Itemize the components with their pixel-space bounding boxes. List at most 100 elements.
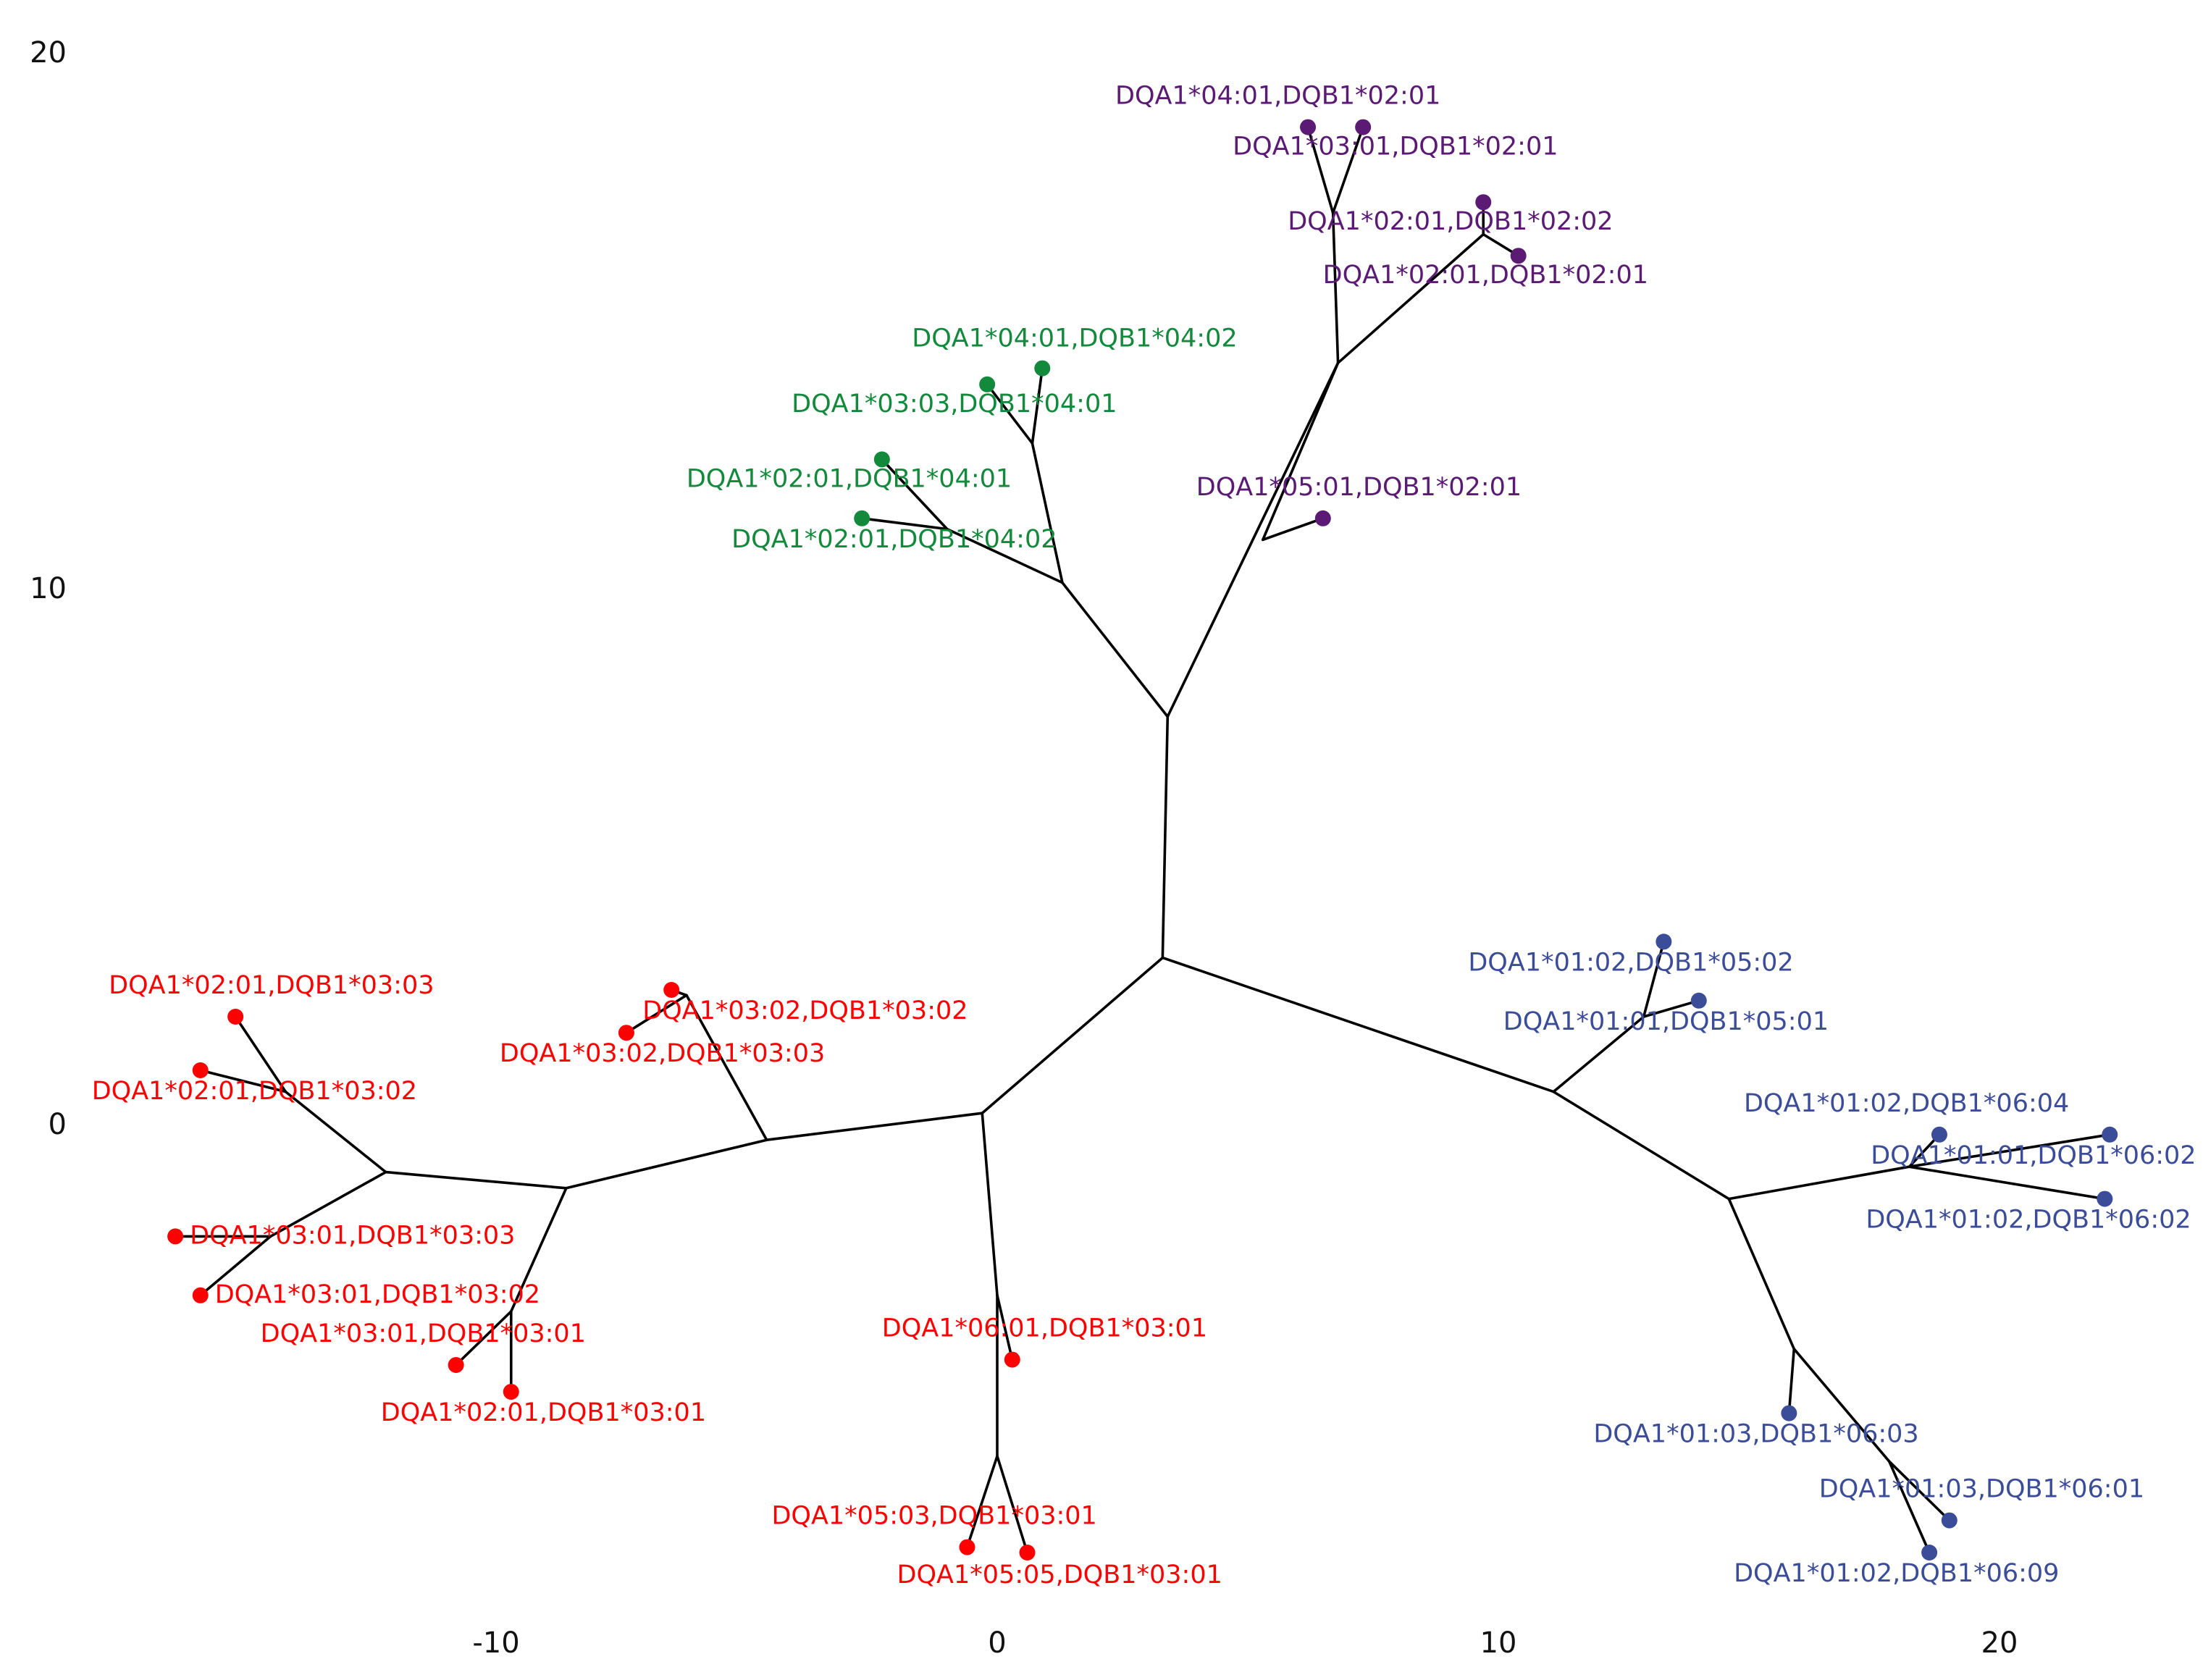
tip-label-L6: DQA1*03:01,DQB1*02:01: [1233, 133, 1558, 161]
branch-n3-L2: [986, 382, 1034, 445]
tip-point-L13: [192, 1062, 209, 1078]
tip-point-L25: [2097, 1190, 2113, 1207]
tip-point-L27: [1941, 1512, 1957, 1529]
tip-point-L21: [1656, 933, 1672, 950]
tip-point-L24: [2102, 1126, 2118, 1143]
tip-point-L23: [1931, 1126, 1947, 1143]
tip-label-L27: DQA1*01:03,DQB1*06:01: [1819, 1475, 2144, 1504]
tip-label-L12: DQA1*02:01,DQB1*03:03: [109, 971, 434, 1000]
tip-points: [167, 119, 2118, 1561]
branch-n5-n6: [1331, 211, 1340, 365]
tip-label-L25: DQA1*01:02,DQB1*06:02: [1866, 1206, 2191, 1235]
tip-point-L22: [1690, 992, 1707, 1009]
tip-label-L1: DQA1*04:01,DQB1*04:02: [912, 324, 1237, 353]
tip-point-L5: [1300, 119, 1317, 135]
tip-label-L11: DQA1*03:02,DQB1*03:03: [500, 1039, 825, 1068]
tip-point-L15: [192, 1287, 209, 1303]
branch-n21-n23: [1727, 1197, 1796, 1351]
branch-n4-L4: [860, 516, 949, 531]
tree-branches: [174, 125, 2112, 1554]
tip-label-L28: DQA1*01:02,DQB1*06:09: [1734, 1559, 2059, 1588]
x-axis-tick-labels: -10 0 10 20: [472, 1626, 2018, 1660]
y-tick-label: 10: [30, 572, 67, 605]
tip-label-L5: DQA1*04:01,DQB1*02:01: [1115, 82, 1440, 111]
tip-label-L22: DQA1*01:01,DQB1*05:01: [1503, 1007, 1829, 1036]
tip-point-L18: [1004, 1351, 1020, 1368]
branch-n5-n7: [1336, 232, 1485, 365]
tip-label-L21: DQA1*01:02,DQB1*05:02: [1468, 948, 1793, 977]
tip-point-L8: [1510, 248, 1527, 264]
branch-n18-L20: [996, 1455, 1029, 1554]
tip-point-L19: [959, 1539, 975, 1555]
tip-point-L12: [227, 1009, 244, 1025]
tip-point-L2: [979, 376, 996, 392]
tip-point-L16: [448, 1357, 464, 1373]
tip-label-L23: DQA1*01:02,DQB1*06:04: [1744, 1089, 2069, 1118]
branch-n19-n21: [1552, 1090, 1731, 1201]
branch-n24-L28: [1887, 1460, 1931, 1554]
branch-n3-L1: [1031, 366, 1044, 445]
branch-n22-L25: [1908, 1165, 2107, 1201]
branch-n19-n20: [1552, 1015, 1645, 1093]
branch-n0-n19: [1161, 956, 1555, 1093]
tip-label-L7: DQA1*02:01,DQB1*02:02: [1288, 207, 1613, 236]
branch-n23-L26: [1787, 1348, 1796, 1415]
tip-point-L7: [1475, 194, 1492, 211]
tip-label-L19: DQA1*05:03,DQB1*03:01: [771, 1502, 1096, 1531]
branch-n13-n14: [284, 1090, 387, 1174]
x-tick-label: 20: [1981, 1626, 2018, 1660]
branch-n15-L15: [198, 1235, 272, 1297]
branch-n12-n16: [509, 1187, 568, 1313]
tip-point-L3: [873, 451, 890, 468]
tip-point-L17: [503, 1384, 519, 1400]
tip-point-L14: [167, 1228, 184, 1245]
branch-n0-n1: [1161, 715, 1170, 959]
branch-n18-L19: [965, 1455, 999, 1549]
x-tick-label: 0: [988, 1626, 1006, 1660]
tip-label-L8: DQA1*02:01,DQB1*02:01: [1323, 261, 1648, 290]
x-tick-label: 10: [1480, 1626, 1517, 1660]
branch-n17-L18: [996, 1294, 1014, 1361]
tip-point-L10: [663, 982, 680, 998]
tip-labels: DQA1*04:01,DQB1*04:02 DQA1*03:03,DQB1*04:…: [92, 82, 2196, 1589]
tip-label-L17: DQA1*02:01,DQB1*03:01: [381, 1398, 706, 1427]
tip-label-L26: DQA1*01:03,DQB1*06:03: [1593, 1420, 1918, 1449]
branch-n12-n13: [384, 1170, 568, 1190]
branch-n4-L3: [881, 458, 949, 531]
y-tick-label: 20: [30, 36, 67, 70]
tip-label-L14: DQA1*03:01,DQB1*03:03: [190, 1221, 515, 1250]
tip-point-L20: [1019, 1545, 1036, 1561]
tip-label-L13: DQA1*02:01,DQB1*03:02: [92, 1077, 417, 1106]
tip-label-L4: DQA1*02:01,DQB1*04:02: [731, 525, 1057, 554]
x-tick-label: -10: [472, 1626, 519, 1660]
tip-point-L28: [1921, 1545, 1938, 1561]
branch-n6-L6: [1331, 125, 1364, 214]
branch-n20-L21: [1642, 940, 1666, 1018]
y-axis-tick-labels: 0 10 20: [30, 36, 67, 1141]
branch-n22-L24: [1908, 1133, 2112, 1168]
branch-n1-n2: [1061, 581, 1170, 718]
y-tick-label: 0: [49, 1108, 67, 1141]
branch-n10-n12: [565, 1138, 768, 1190]
branch-n16-L16: [454, 1310, 513, 1366]
tip-label-L10: DQA1*03:02,DQB1*03:02: [642, 996, 968, 1025]
branch-n8-L9: [1261, 516, 1325, 542]
branch-n9-n17: [981, 1112, 999, 1297]
branch-n23-n24: [1792, 1348, 1891, 1463]
tip-label-L24: DQA1*01:01,DQB1*06:02: [1871, 1141, 2196, 1170]
branch-n10-n11: [685, 994, 768, 1141]
branch-n6-L5: [1306, 125, 1335, 214]
tip-label-L18: DQA1*06:01,DQB1*03:01: [882, 1314, 1207, 1343]
branch-n24-L27: [1887, 1460, 1951, 1522]
tip-point-L1: [1034, 360, 1051, 377]
tip-label-L20: DQA1*05:05,DQB1*03:01: [897, 1561, 1222, 1589]
tip-point-L26: [1781, 1405, 1797, 1421]
branch-n14-L12: [234, 1015, 288, 1093]
tip-point-L4: [854, 510, 870, 526]
tip-point-L11: [618, 1025, 634, 1041]
tip-point-L6: [1355, 119, 1372, 135]
branch-n2-n4: [946, 527, 1064, 584]
branch-n14-L13: [198, 1069, 288, 1093]
branch-n9-n10: [765, 1112, 984, 1141]
